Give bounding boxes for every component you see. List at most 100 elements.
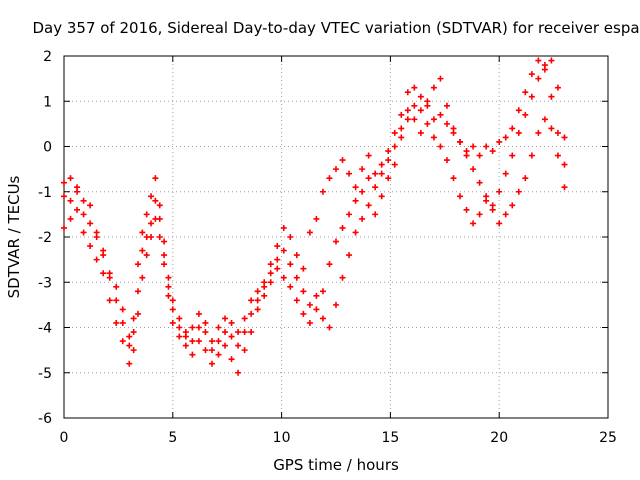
data-point — [248, 310, 255, 317]
data-point — [443, 157, 450, 164]
data-point — [274, 243, 281, 250]
data-point — [306, 319, 313, 326]
chart-title: Day 357 of 2016, Sidereal Day-to-day VTE… — [32, 19, 639, 37]
data-point — [319, 288, 326, 295]
data-point — [202, 319, 209, 326]
data-point — [280, 224, 287, 231]
data-point — [280, 247, 287, 254]
data-point — [457, 193, 464, 200]
data-point — [208, 347, 215, 354]
data-point — [359, 188, 366, 195]
data-point — [496, 188, 503, 195]
data-point — [430, 134, 437, 141]
data-point — [385, 148, 392, 155]
data-point — [80, 229, 87, 236]
data-point — [476, 152, 483, 159]
data-point — [339, 157, 346, 164]
data-point — [548, 125, 555, 132]
y-tick-label: -5 — [38, 366, 52, 382]
data-point — [182, 342, 189, 349]
data-point — [450, 175, 457, 182]
data-point — [195, 324, 202, 331]
data-point — [67, 197, 74, 204]
data-point — [241, 347, 248, 354]
data-point — [443, 120, 450, 127]
data-point — [261, 292, 268, 299]
data-point — [202, 329, 209, 336]
data-point — [535, 129, 542, 136]
data-point — [430, 84, 437, 91]
data-point — [365, 152, 372, 159]
data-point — [87, 202, 94, 209]
data-point — [339, 224, 346, 231]
data-point — [528, 93, 535, 100]
y-tick-label: -2 — [38, 230, 52, 246]
series-track-c — [61, 57, 568, 354]
data-point — [398, 134, 405, 141]
data-point — [126, 333, 133, 340]
data-point — [165, 274, 172, 281]
data-point — [248, 297, 255, 304]
data-point — [74, 188, 81, 195]
data-point — [106, 297, 113, 304]
data-point — [152, 175, 159, 182]
data-point — [100, 252, 107, 259]
data-point — [274, 256, 281, 263]
data-point — [411, 116, 418, 123]
data-point — [156, 234, 163, 240]
data-point — [502, 134, 509, 141]
x-tick-label: 15 — [381, 430, 399, 446]
grid-lines — [64, 56, 608, 418]
data-point — [522, 111, 529, 118]
data-point — [119, 306, 126, 313]
data-point — [430, 116, 437, 123]
data-point — [313, 306, 320, 313]
data-point — [437, 75, 444, 82]
data-point — [261, 283, 268, 290]
data-point — [152, 197, 159, 204]
data-point — [319, 188, 326, 195]
data-point — [541, 66, 548, 73]
data-point — [215, 338, 222, 345]
data-point — [502, 170, 509, 177]
data-point — [143, 252, 150, 259]
y-tick-label: 2 — [43, 49, 52, 65]
data-point — [372, 170, 379, 177]
data-point — [208, 338, 215, 345]
data-point — [404, 107, 411, 114]
data-point — [267, 261, 274, 268]
data-point — [126, 360, 133, 367]
data-point — [80, 211, 87, 218]
data-point — [450, 125, 457, 132]
y-tick-label: -1 — [38, 185, 52, 201]
data-point — [378, 161, 385, 168]
data-point — [130, 347, 137, 354]
data-point — [489, 206, 496, 213]
data-point — [67, 175, 74, 182]
data-point — [541, 116, 548, 123]
data-point — [561, 161, 568, 168]
x-tick-label: 25 — [599, 430, 617, 446]
data-point — [561, 134, 568, 141]
data-point — [189, 324, 196, 331]
data-point — [113, 297, 120, 304]
data-point — [139, 274, 146, 281]
data-point — [254, 306, 261, 313]
data-point — [267, 279, 274, 286]
data-point — [119, 338, 126, 345]
data-point — [352, 197, 359, 204]
data-point — [437, 111, 444, 118]
data-point — [139, 229, 146, 236]
data-point — [100, 270, 107, 277]
data-point — [326, 175, 333, 182]
data-point — [535, 75, 542, 82]
data-point — [215, 351, 222, 358]
data-point — [352, 184, 359, 191]
data-point — [134, 310, 141, 317]
data-point — [496, 220, 503, 227]
data-point — [143, 211, 150, 218]
data-point — [293, 274, 300, 281]
data-point — [222, 315, 229, 322]
y-tick-label: -3 — [38, 275, 52, 291]
